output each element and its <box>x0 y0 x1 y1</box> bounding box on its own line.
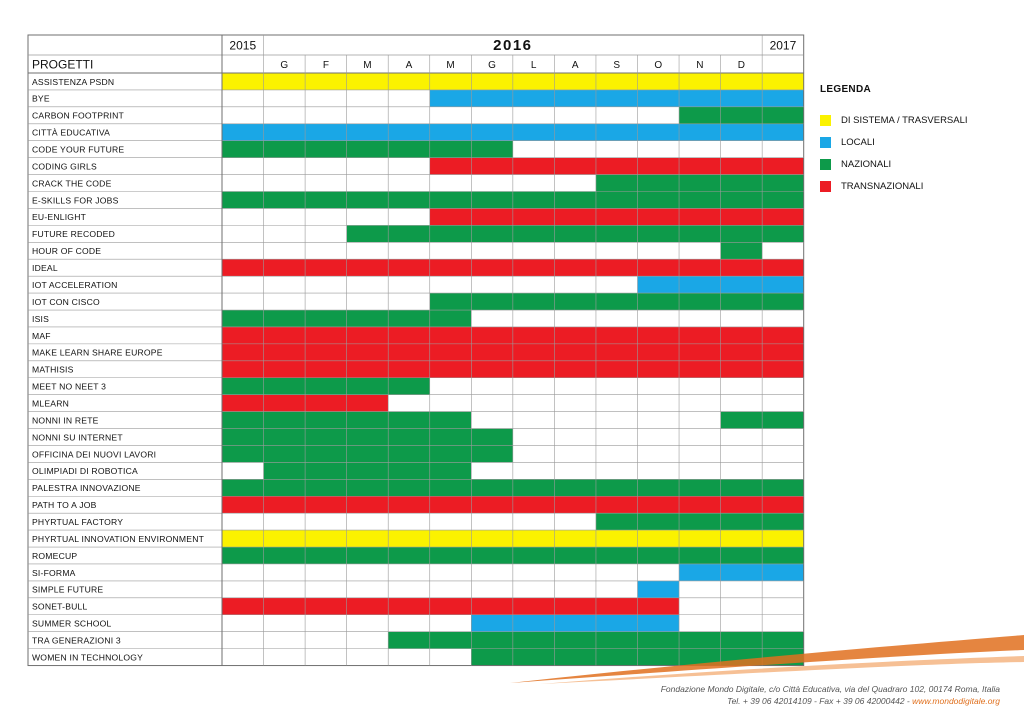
gantt-bar <box>637 580 680 598</box>
projects-header: PROGETTI <box>32 58 93 72</box>
gantt-bar <box>222 597 680 615</box>
project-name: OFFICINA DEI NUOVI LAVORI <box>32 449 156 459</box>
project-name: SI-FORMA <box>32 568 76 578</box>
legend-title: LEGENDA <box>820 84 871 95</box>
year-label: 2015 <box>229 39 256 53</box>
month-label: A <box>572 60 579 71</box>
gantt-bar <box>471 614 680 632</box>
legend-item-sistema: DI SISTEMA / TRASVERSALI <box>820 109 968 131</box>
month-label: L <box>531 60 537 71</box>
legend-label: DI SISTEMA / TRASVERSALI <box>841 114 968 126</box>
legend-label: TRANSNAZIONALI <box>841 180 924 192</box>
project-name: MLEARN <box>32 398 69 408</box>
project-name: MATHISIS <box>32 365 74 375</box>
project-name: CITTÀ EDUCATIVA <box>32 128 110 138</box>
project-name: IOT CON CISCO <box>32 297 100 307</box>
gantt-bar <box>263 462 472 480</box>
project-name: CODING GIRLS <box>32 161 97 171</box>
project-name: IDEAL <box>32 263 58 273</box>
project-name: MAF <box>32 331 51 341</box>
project-name: IOT ACCELERATION <box>32 280 118 290</box>
project-name: ASSISTENZA PSDN <box>32 77 114 87</box>
month-label: G <box>488 60 496 71</box>
gantt-bar <box>429 89 804 107</box>
project-name: HOUR OF CODE <box>32 246 101 256</box>
year-label: 2017 <box>770 39 797 53</box>
month-label: M <box>363 60 371 71</box>
project-name: SIMPLE FUTURE <box>32 585 103 595</box>
month-label: O <box>654 60 662 71</box>
project-name: SONET-BULL <box>32 602 88 612</box>
gantt-bar <box>222 140 513 158</box>
project-name: E-SKILLS FOR JOBS <box>32 195 119 205</box>
legend-swatch <box>820 114 831 126</box>
project-name: BYE <box>32 94 50 104</box>
table-border <box>27 34 805 667</box>
project-name: PHYRTUAL FACTORY <box>32 517 123 527</box>
project-name: CODE YOUR FUTURE <box>32 145 124 155</box>
project-name: MEET NO NEET 3 <box>32 382 106 392</box>
project-name: ISIS <box>32 314 49 324</box>
month-label: N <box>696 60 703 71</box>
legend: LEGENDA DI SISTEMA / TRASVERSALI LOCALI … <box>820 84 968 197</box>
project-name: PALESTRA INNOVAZIONE <box>32 483 141 493</box>
project-name: MAKE LEARN SHARE EUROPE <box>32 348 163 358</box>
month-label: S <box>613 60 620 71</box>
gantt-bar <box>595 174 804 192</box>
project-name: NONNI SU INTERNET <box>32 432 123 442</box>
footer-phone: Tel. + 39 06 42014109 - Fax + 39 06 4200… <box>727 696 913 706</box>
gantt-bar <box>346 225 804 243</box>
gantt-bar <box>429 293 804 311</box>
month-label: A <box>406 60 413 71</box>
legend-swatch <box>820 158 831 170</box>
gantt-bar <box>595 513 804 531</box>
gantt-bar <box>222 377 430 395</box>
project-name: ROMECUP <box>32 551 77 561</box>
project-name: EU-ENLIGHT <box>32 212 87 222</box>
legend-item-locali: LOCALI <box>820 131 968 153</box>
legend-swatch <box>820 180 831 192</box>
gantt-bar <box>720 242 763 260</box>
month-label: G <box>280 60 288 71</box>
legend-label: NAZIONALI <box>841 158 892 170</box>
legend-item-nazionali: NAZIONALI <box>820 153 968 175</box>
gantt-bar <box>429 157 804 175</box>
year-label-main: 2016 <box>493 37 532 54</box>
project-name: OLIMPIADI DI ROBOTICA <box>32 466 138 476</box>
legend-item-transnazionali: TRANSNAZIONALI <box>820 175 968 197</box>
month-label: D <box>738 60 745 71</box>
gantt-bar <box>679 563 804 581</box>
gantt-bar <box>429 208 804 226</box>
footer: Fondazione Mondo Digitale, c/o Città Edu… <box>661 683 1000 707</box>
project-name: FUTURE RECODED <box>32 229 115 239</box>
footer-contacts: Tel. + 39 06 42014109 - Fax + 39 06 4200… <box>661 695 1000 707</box>
footer-website-link[interactable]: www.mondodigitale.org <box>912 696 1000 706</box>
project-name: NONNI IN RETE <box>32 415 99 425</box>
month-label: F <box>323 60 329 71</box>
legend-label: LOCALI <box>841 136 875 148</box>
project-name: CARBON FOOTPRINT <box>32 111 125 121</box>
project-name: CRACK THE CODE <box>32 178 112 188</box>
gantt-bar <box>222 445 513 463</box>
project-name: SUMMER SCHOOL <box>32 619 111 629</box>
project-name: PATH TO A JOB <box>32 500 97 510</box>
project-name: PHYRTUAL INNOVATION ENVIRONMENT <box>32 534 205 544</box>
month-label: M <box>446 60 454 71</box>
project-name: WOMEN IN TECHNOLOGY <box>32 652 143 662</box>
legend-swatch <box>820 136 831 148</box>
project-name: TRA GENERAZIONI 3 <box>32 635 121 645</box>
gantt-bar <box>222 428 513 446</box>
footer-address: Fondazione Mondo Digitale, c/o Città Edu… <box>660 684 1000 694</box>
gantt-bar <box>679 106 804 124</box>
